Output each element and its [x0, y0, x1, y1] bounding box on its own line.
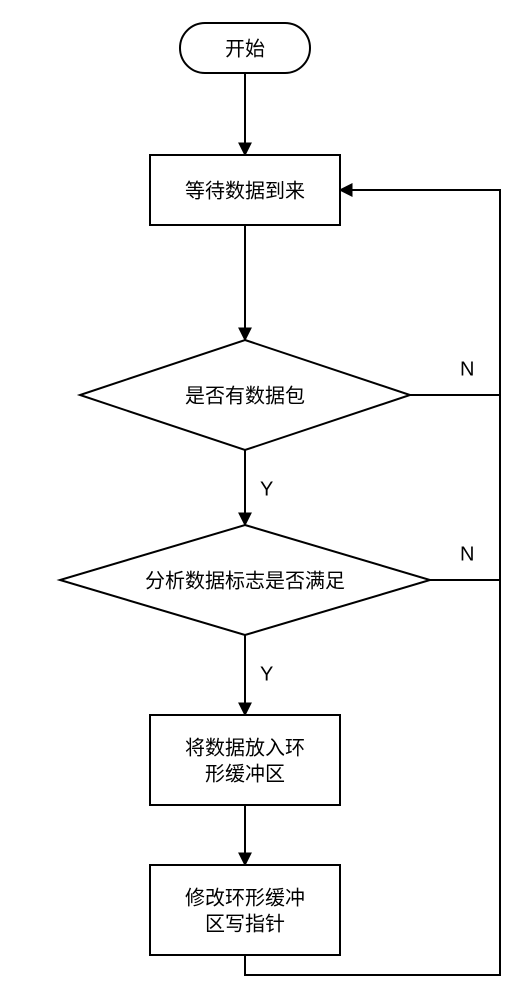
- node-wait: 等待数据到来: [150, 155, 340, 225]
- node-flag_ok: 分析数据标志是否满足: [60, 525, 430, 635]
- svg-text:区写指针: 区写指针: [205, 912, 285, 935]
- svg-text:形缓冲区: 形缓冲区: [205, 762, 285, 785]
- svg-text:修改环形缓冲: 修改环形缓冲: [185, 886, 305, 909]
- node-start: 开始: [180, 23, 310, 73]
- svg-text:开始: 开始: [225, 37, 265, 60]
- node-put_buf: 将数据放入环形缓冲区: [150, 715, 340, 805]
- edge-label: Y: [260, 478, 273, 500]
- node-has_packet: 是否有数据包: [80, 340, 410, 450]
- svg-text:是否有数据包: 是否有数据包: [185, 384, 305, 407]
- edge-label: N: [460, 543, 474, 565]
- edge-label: Y: [260, 663, 273, 685]
- edge-label: N: [460, 358, 474, 380]
- node-mod_ptr: 修改环形缓冲区写指针: [150, 865, 340, 955]
- svg-text:分析数据标志是否满足: 分析数据标志是否满足: [145, 569, 345, 592]
- flow-edge: [430, 190, 500, 580]
- flowchart-canvas: YYNN开始等待数据到来是否有数据包分析数据标志是否满足将数据放入环形缓冲区修改…: [0, 0, 530, 1000]
- svg-text:等待数据到来: 等待数据到来: [185, 179, 305, 202]
- svg-text:将数据放入环: 将数据放入环: [185, 736, 305, 759]
- flow-edge: [340, 190, 500, 395]
